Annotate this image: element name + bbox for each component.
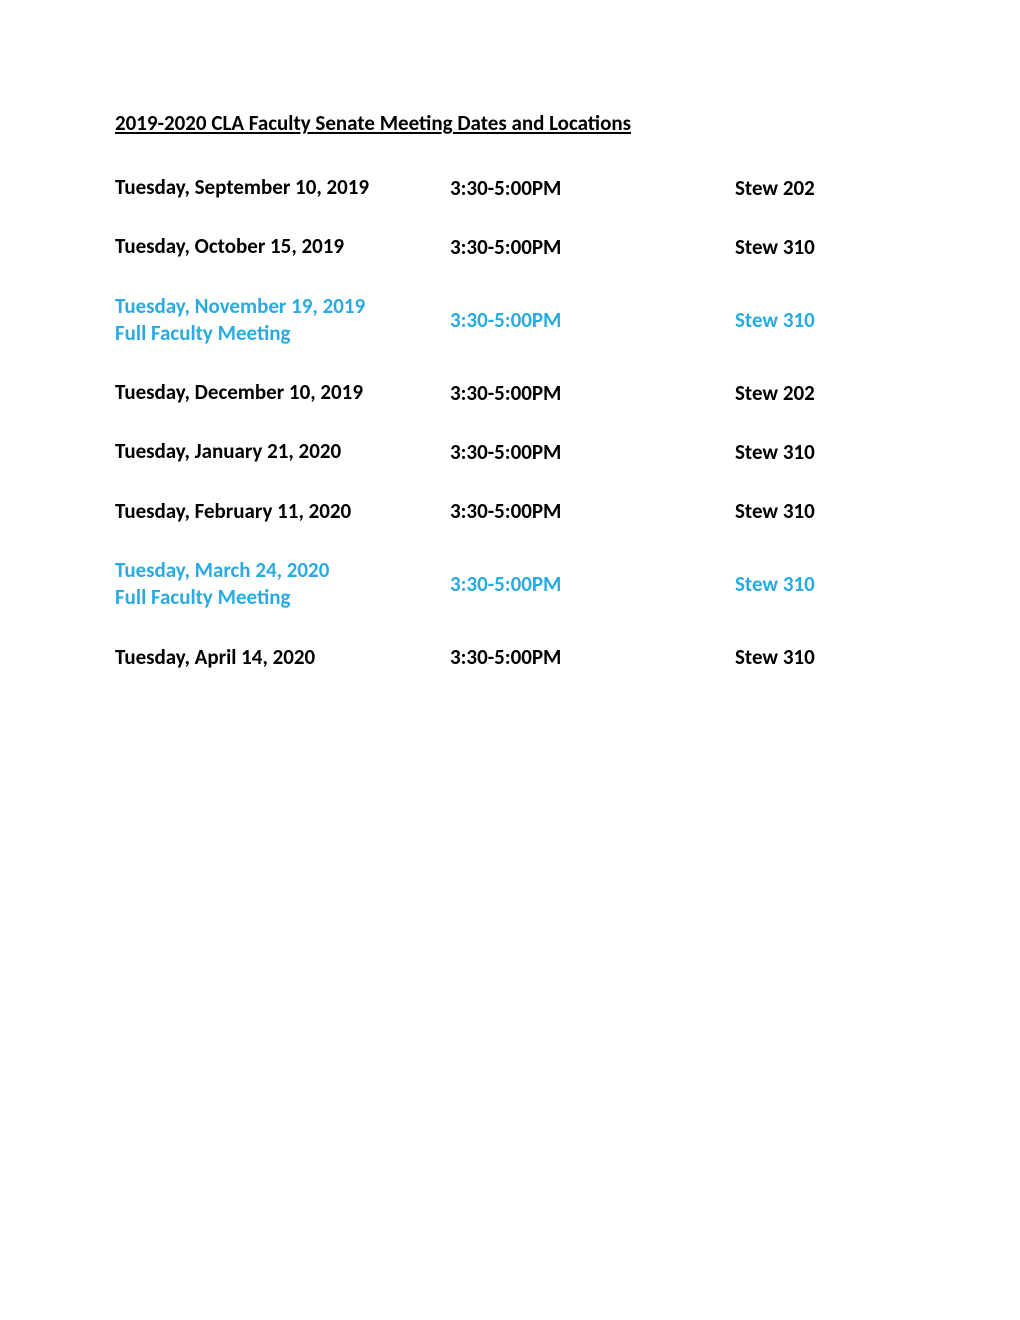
meeting-time: 3:30-5:00PM	[450, 439, 735, 465]
meeting-date-text: Tuesday, November 19, 2019	[115, 293, 450, 320]
meeting-row: Tuesday, October 15, 20193:30-5:00PMStew…	[115, 233, 905, 260]
meeting-date-text: Tuesday, March 24, 2020	[115, 557, 450, 584]
meeting-row: Tuesday, February 11, 20203:30-5:00PMSte…	[115, 498, 905, 525]
meeting-date: Tuesday, February 11, 2020	[115, 498, 450, 525]
meeting-date-text: Tuesday, January 21, 2020	[115, 438, 450, 465]
meeting-time: 3:30-5:00PM	[450, 380, 735, 406]
meeting-date: Tuesday, April 14, 2020	[115, 644, 450, 671]
meeting-date: Tuesday, March 24, 2020Full Faculty Meet…	[115, 557, 450, 612]
meeting-time: 3:30-5:00PM	[450, 175, 735, 201]
meeting-location: Stew 310	[735, 571, 905, 597]
meeting-list: Tuesday, September 10, 20193:30-5:00PMSt…	[115, 174, 905, 671]
meeting-date-text: Tuesday, September 10, 2019	[115, 174, 450, 201]
meeting-location: Stew 202	[735, 175, 905, 201]
meeting-time: 3:30-5:00PM	[450, 307, 735, 333]
page-title: 2019-2020 CLA Faculty Senate Meeting Dat…	[115, 110, 905, 136]
meeting-subtitle: Full Faculty Meeting	[115, 320, 450, 347]
meeting-time: 3:30-5:00PM	[450, 498, 735, 524]
meeting-time: 3:30-5:00PM	[450, 644, 735, 670]
meeting-subtitle: Full Faculty Meeting	[115, 584, 450, 611]
meeting-date: Tuesday, September 10, 2019	[115, 174, 450, 201]
meeting-time: 3:30-5:00PM	[450, 234, 735, 260]
meeting-date-text: Tuesday, February 11, 2020	[115, 498, 450, 525]
meeting-date-text: Tuesday, December 10, 2019	[115, 379, 450, 406]
meeting-date: Tuesday, November 19, 2019Full Faculty M…	[115, 293, 450, 348]
meeting-date: Tuesday, December 10, 2019	[115, 379, 450, 406]
meeting-location: Stew 310	[735, 307, 905, 333]
meeting-date-text: Tuesday, April 14, 2020	[115, 644, 450, 671]
meeting-time: 3:30-5:00PM	[450, 571, 735, 597]
meeting-row: Tuesday, November 19, 2019Full Faculty M…	[115, 293, 905, 348]
meeting-date: Tuesday, October 15, 2019	[115, 233, 450, 260]
meeting-date: Tuesday, January 21, 2020	[115, 438, 450, 465]
meeting-row: Tuesday, September 10, 20193:30-5:00PMSt…	[115, 174, 905, 201]
meeting-location: Stew 310	[735, 498, 905, 524]
meeting-row: Tuesday, April 14, 20203:30-5:00PMStew 3…	[115, 644, 905, 671]
meeting-location: Stew 310	[735, 234, 905, 260]
meeting-row: Tuesday, March 24, 2020Full Faculty Meet…	[115, 557, 905, 612]
meeting-date-text: Tuesday, October 15, 2019	[115, 233, 450, 260]
meeting-row: Tuesday, January 21, 20203:30-5:00PMStew…	[115, 438, 905, 465]
meeting-location: Stew 202	[735, 380, 905, 406]
meeting-row: Tuesday, December 10, 20193:30-5:00PMSte…	[115, 379, 905, 406]
meeting-location: Stew 310	[735, 439, 905, 465]
meeting-location: Stew 310	[735, 644, 905, 670]
